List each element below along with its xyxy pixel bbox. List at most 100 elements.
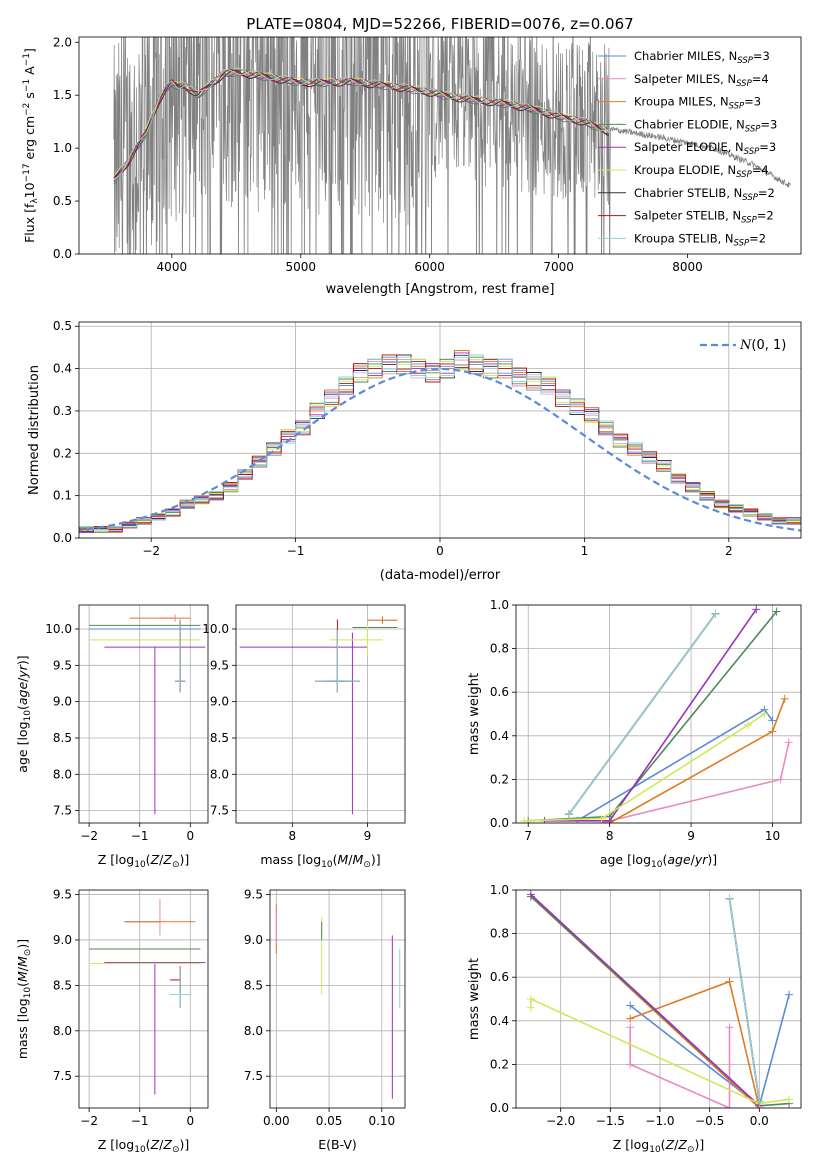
y-tick-label: 8.0 bbox=[210, 767, 229, 781]
x-tick-label: 4000 bbox=[157, 260, 188, 274]
mass-weight-line bbox=[568, 613, 717, 815]
legend-entry: Chabrier MILES, NSSP=3 bbox=[634, 49, 770, 66]
observed-spectrum-line bbox=[113, 37, 791, 254]
y-tick-label: 9.5 bbox=[53, 888, 72, 902]
y-tick-label: 0.4 bbox=[490, 729, 509, 743]
plot-area-mass-vs-Z bbox=[89, 899, 206, 1095]
y-tick-label: 9.5 bbox=[53, 658, 72, 672]
axes-frame bbox=[515, 604, 802, 824]
y-tick-label: 0.8 bbox=[490, 642, 509, 656]
x-tick-label: 0 bbox=[436, 544, 444, 558]
y-tick-label: 10.0 bbox=[202, 622, 229, 636]
x-axis-label: Z [log10(Z/Z⊙)] bbox=[98, 1137, 190, 1155]
residual-histogram bbox=[79, 354, 801, 530]
legend-entry: Chabrier ELODIE, NSSP=3 bbox=[634, 117, 777, 134]
model-spectrum-line bbox=[113, 69, 609, 179]
x-tick-label: −2 bbox=[80, 1114, 98, 1128]
legend-entry: Kroupa STELIB, NSSP=2 bbox=[634, 231, 766, 248]
legend-entry: Chabrier STELIB, NSSP=2 bbox=[634, 186, 775, 203]
model-spectrum-line bbox=[113, 69, 610, 181]
legend-entry: Kroupa MILES, NSSP=3 bbox=[634, 95, 761, 112]
x-axis-label: Z [log10(Z/Z⊙)] bbox=[98, 852, 190, 870]
legend-entry: Salpeter STELIB, NSSP=2 bbox=[634, 209, 774, 226]
axes-frame bbox=[78, 889, 209, 1109]
x-tick-label: −2.0 bbox=[546, 1114, 575, 1128]
y-tick-label: 9.0 bbox=[210, 695, 229, 709]
y-tick-label: 7.5 bbox=[210, 804, 229, 818]
x-tick-label: −2 bbox=[142, 544, 160, 558]
mass-weight-line bbox=[629, 1027, 731, 1108]
legend-entry: Kroupa ELODIE, NSSP=4 bbox=[634, 163, 769, 180]
y-tick-label: 0.5 bbox=[53, 319, 72, 333]
x-axis-label: (data-model)/error bbox=[380, 568, 501, 583]
plot-area-massweight-vs-Z bbox=[526, 890, 794, 1108]
y-tick-label: 0.2 bbox=[490, 772, 509, 786]
mass-weight-line bbox=[530, 895, 761, 1108]
spectrum-legend: Chabrier MILES, NSSP=3 Salpeter MILES, NS… bbox=[598, 49, 777, 248]
plot-area-spectrum bbox=[113, 37, 791, 254]
y-axis-label: Flux [fλ10−17 erg cm−2 s−1 A−1] bbox=[22, 48, 40, 243]
y-axis-label: mass [log10(M/M⊙)] bbox=[15, 939, 33, 1059]
y-tick-label: 8.0 bbox=[244, 1024, 263, 1038]
x-tick-label: 10 bbox=[765, 829, 780, 843]
plot-layer: 4000 5000 6000 7000 80000.00.51.01.52.0wavel… bbox=[15, 35, 802, 1155]
y-tick-label: 9.0 bbox=[53, 933, 72, 947]
plot-area-age-vs-mass bbox=[239, 616, 398, 815]
legend-entry: Salpeter MILES, NSSP=4 bbox=[634, 72, 769, 89]
legend-entry: N(0, 1) bbox=[739, 338, 786, 353]
x-tick-label: 5000 bbox=[285, 260, 316, 274]
y-tick-label: 0.8 bbox=[490, 927, 509, 941]
x-axis-label: mass [log10(M/M⊙)] bbox=[260, 852, 380, 870]
figure-title: PLATE=0804, MJD=52266, FIBERID=0076, z=0… bbox=[246, 15, 633, 33]
y-axis-label: age [log10(age/yr)] bbox=[15, 655, 33, 772]
panel-mass-vs-Z: −2 −1 0 7.5 8.0 8.5 9.0 9.5 Z [log10(Z/Z⊙)] mass … bbox=[15, 888, 209, 1155]
x-tick-label: 9 bbox=[687, 829, 695, 843]
y-tick-label: 7.5 bbox=[53, 1069, 72, 1083]
x-tick-label: −1 bbox=[131, 829, 149, 843]
y-tick-label: 7.5 bbox=[53, 804, 72, 818]
axes-frame bbox=[515, 889, 802, 1109]
x-tick-label: 9 bbox=[364, 829, 372, 843]
y-tick-label: 8.0 bbox=[53, 1024, 72, 1038]
x-axis-label: age [log10(age/yr)] bbox=[600, 852, 717, 870]
y-tick-label: 8.5 bbox=[53, 978, 72, 992]
axes-frame bbox=[235, 604, 406, 824]
mass-weight-line bbox=[530, 997, 790, 1105]
x-tick-label: −1.5 bbox=[596, 1114, 625, 1128]
y-tick-label: 8.0 bbox=[53, 767, 72, 781]
model-spectrum-line bbox=[113, 69, 610, 182]
y-tick-label: 9.5 bbox=[210, 658, 229, 672]
x-tick-label: −1 bbox=[287, 544, 305, 558]
y-tick-label: 8.5 bbox=[210, 731, 229, 745]
x-tick-label: −1.0 bbox=[645, 1114, 674, 1128]
y-tick-label: 9.5 bbox=[244, 888, 263, 902]
y-tick-label: 1.0 bbox=[490, 883, 509, 897]
mass-weight-line bbox=[530, 893, 760, 1107]
x-tick-label: −2 bbox=[80, 829, 98, 843]
axes-frame bbox=[78, 36, 802, 255]
plot-area-mass-vs-EBV bbox=[275, 903, 401, 1099]
panel-age-vs-mass: 8 9 7.5 8.0 8.5 9.0 9.5 10.0 mass [log10(M/M⊙)] bbox=[202, 604, 406, 870]
x-tick-label: 0.05 bbox=[316, 1114, 343, 1128]
y-tick-label: 8.5 bbox=[244, 978, 263, 992]
x-axis-label: wavelength [Angstrom, rest frame] bbox=[326, 282, 555, 297]
y-tick-label: 0.6 bbox=[490, 685, 509, 699]
mass-weight-line bbox=[728, 898, 761, 1102]
plot-area-massweight-vs-age bbox=[520, 605, 793, 823]
y-tick-label: 2.0 bbox=[53, 35, 72, 49]
plot-area-residuals bbox=[79, 350, 801, 533]
axes-frame bbox=[78, 604, 209, 824]
x-tick-label: 8 bbox=[606, 829, 614, 843]
panel-massweight-vs-Z: −2.0 −1.5 −1.0 −0.5 0.0 0.0 0.2 0.4 0.6 0.8 1.0 Z [… bbox=[467, 883, 802, 1155]
y-axis-label: Normed distribution bbox=[27, 365, 42, 495]
y-tick-label: 7.5 bbox=[244, 1069, 263, 1083]
mass-weight-line bbox=[524, 713, 765, 822]
plot-area-age-vs-Z bbox=[89, 614, 206, 815]
y-tick-label: 1.0 bbox=[490, 598, 509, 612]
y-tick-label: 0.0 bbox=[490, 1101, 509, 1115]
legend-entry: Salpeter ELODIE, NSSP=3 bbox=[634, 140, 776, 157]
y-tick-label: 9.0 bbox=[53, 695, 72, 709]
y-axis-label: mass weight bbox=[467, 673, 482, 755]
panel-massweight-vs-age: 7 8 9 10 0.0 0.2 0.4 0.6 0.8 1.0 age [log10(age/yr… bbox=[467, 598, 802, 870]
